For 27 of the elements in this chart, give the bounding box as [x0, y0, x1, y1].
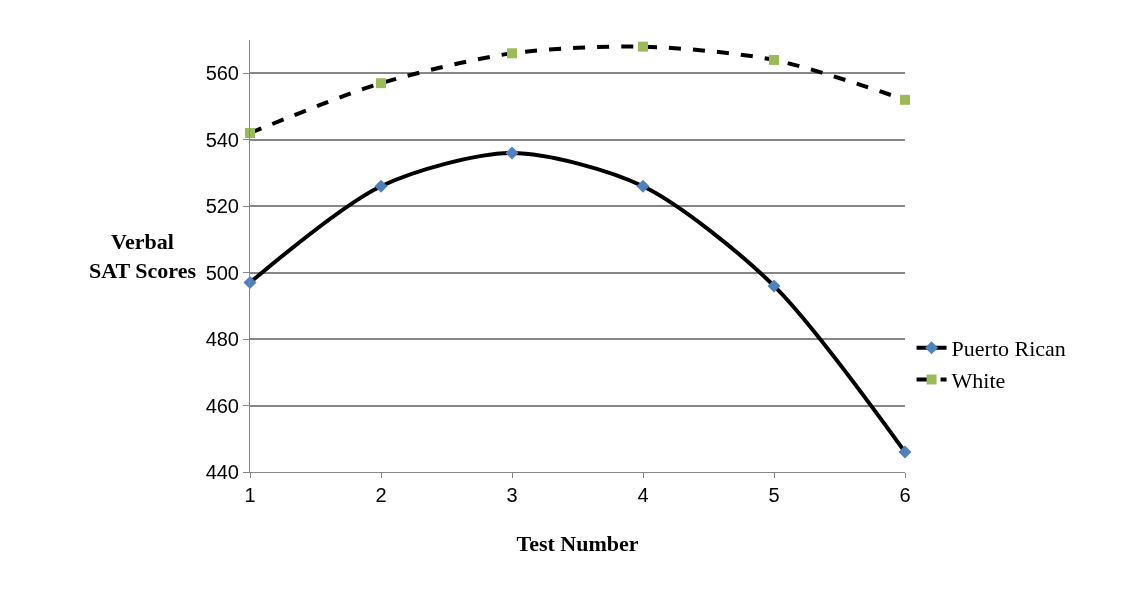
x-tick-label: 4 — [637, 484, 649, 506]
point — [374, 179, 388, 193]
point — [898, 445, 912, 459]
point — [636, 179, 650, 193]
legend-label: Puerto Rican — [951, 336, 1066, 362]
point — [900, 94, 910, 105]
y-axis-title: Verbal SAT Scores — [89, 229, 197, 283]
y-tick-label: 480 — [205, 328, 239, 351]
y-tick-label: 540 — [205, 128, 239, 151]
y-tick-label: 560 — [205, 62, 239, 85]
point — [638, 41, 648, 52]
x-axis-title: Test Number — [516, 530, 639, 556]
y-tick-label: 520 — [205, 195, 239, 218]
point — [769, 54, 779, 65]
point — [376, 78, 386, 89]
y-tick-label: 440 — [205, 461, 239, 483]
x-tick-label: 2 — [375, 484, 387, 506]
x-tick-label: 1 — [244, 484, 256, 506]
x-tick-label: 5 — [768, 484, 780, 506]
point — [507, 48, 517, 59]
x-tick-label: 3 — [506, 484, 518, 506]
x-tick-label: 6 — [899, 484, 911, 506]
y-tick-label: 460 — [205, 394, 239, 417]
legend-label: White — [951, 367, 1006, 393]
y-tick-label: 500 — [205, 261, 239, 284]
point — [767, 279, 781, 293]
point — [505, 146, 519, 160]
